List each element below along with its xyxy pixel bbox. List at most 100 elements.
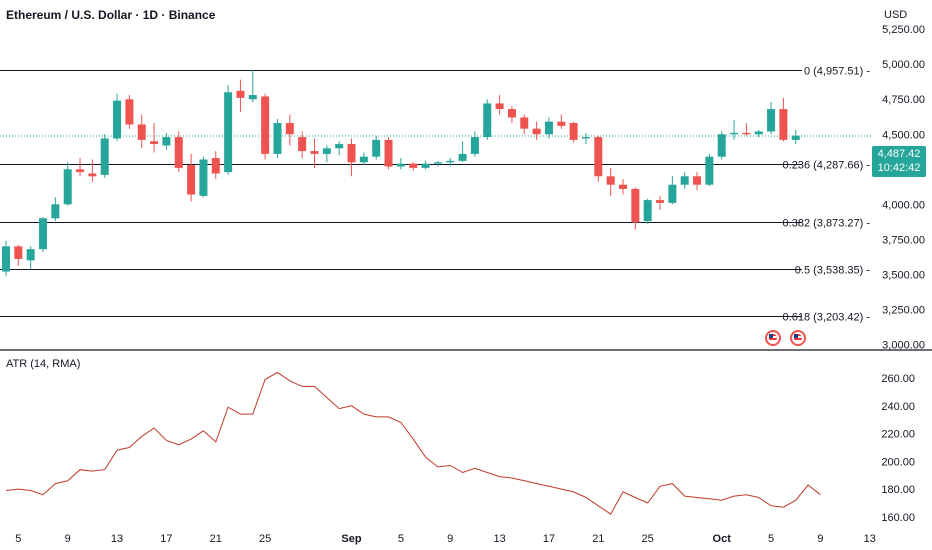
us-flag-icon[interactable] — [765, 330, 781, 346]
candle-down — [594, 137, 603, 177]
candle-up — [458, 153, 467, 161]
us-flag-icon[interactable] — [790, 330, 806, 346]
candle-up — [100, 138, 109, 175]
candle-down — [88, 173, 97, 177]
candle-down — [495, 103, 504, 110]
candle-up — [39, 218, 48, 250]
candle-down — [310, 151, 319, 154]
candle-up — [2, 246, 10, 272]
candle-up — [730, 132, 739, 135]
candle-down — [14, 246, 23, 259]
time-axis-tick: 13 — [864, 533, 876, 545]
time-axis-tick: 13 — [493, 533, 505, 545]
price-axis-tick: 3,000.00 — [882, 339, 925, 351]
candle-up — [335, 144, 344, 149]
price-axis-tick: 3,500.00 — [882, 269, 925, 281]
atr-axis-tick: 260.00 — [881, 373, 915, 385]
candle-down — [631, 188, 640, 223]
atr-axis-tick: 200.00 — [881, 456, 915, 468]
fib-level-label: 0.618 (3,203.42) - — [783, 312, 871, 324]
candle-down — [76, 169, 85, 173]
time-axis-tick: 21 — [210, 533, 222, 545]
atr-axis-tick: 220.00 — [881, 429, 915, 441]
candle-down — [211, 158, 220, 174]
candle-down — [569, 123, 578, 140]
time-axis-tick: 9 — [817, 533, 823, 545]
time-axis-tick: 5 — [768, 533, 774, 545]
time-axis-tick: 21 — [592, 533, 604, 545]
time-axis-tick: 25 — [642, 533, 654, 545]
candle-down — [409, 163, 418, 168]
candle-down — [261, 96, 270, 154]
atr-axis-tick: 160.00 — [881, 512, 915, 524]
time-axis-tick: 9 — [447, 533, 453, 545]
candle-up — [248, 95, 257, 100]
chart-title: Ethereum / U.S. Dollar · 1D · Binance — [6, 8, 216, 22]
candle-up — [705, 156, 714, 185]
candle-up — [199, 159, 208, 196]
price-axis-tick: 4,500.00 — [882, 129, 925, 141]
fib-level-label: 0.236 (4,287.66) - — [783, 160, 871, 172]
candle-down — [298, 137, 307, 152]
candle-down — [187, 165, 196, 195]
candle-up — [791, 135, 800, 140]
candle-down — [606, 176, 615, 185]
fib-level-label: 0 (4,957.51) - — [804, 66, 870, 78]
candle-down — [619, 184, 627, 189]
candle-down — [236, 90, 245, 98]
price-axis-tick: 4,000.00 — [882, 199, 925, 211]
candle-up — [396, 163, 405, 167]
candle-down — [137, 124, 146, 140]
candle-down — [656, 200, 665, 203]
candle-up — [26, 249, 35, 261]
price-axis-tick: 4,750.00 — [882, 94, 925, 106]
time-axis-tick: 13 — [111, 533, 123, 545]
time-axis-tick: Oct — [713, 533, 732, 545]
candle-up — [359, 156, 368, 163]
last-price-value: 4,487.42 — [877, 148, 921, 160]
candle-up — [470, 137, 479, 154]
time-axis-tick: 5 — [15, 533, 21, 545]
atr-axis-tick: 180.00 — [881, 484, 915, 496]
candle-down — [742, 132, 751, 135]
candle-down — [693, 176, 702, 185]
candle-up — [162, 137, 171, 146]
candle-up — [446, 160, 455, 163]
candle-down — [779, 109, 788, 140]
bar-countdown: 10:42:42 — [877, 162, 921, 174]
candle-up — [754, 131, 763, 135]
candle-down — [347, 144, 356, 163]
last-price-tag: 4,487.42 10:42:42 — [872, 146, 926, 177]
fib-level-label: 0.382 (3,873.27) - — [783, 218, 871, 230]
candle-up — [433, 162, 442, 164]
candle-down — [384, 139, 393, 167]
candle-up — [372, 139, 381, 157]
currency-label[interactable]: USD — [884, 9, 908, 21]
candle-up — [51, 204, 60, 219]
candle-down — [507, 109, 516, 118]
time-axis-tick: 17 — [160, 533, 172, 545]
candle-up — [322, 148, 331, 154]
candle-up — [63, 169, 72, 205]
fib-level-label: 0.5 (3,538.35) - — [795, 265, 871, 277]
candle-up — [113, 100, 122, 139]
price-axis-tick: 3,750.00 — [882, 234, 925, 246]
atr-indicator-title[interactable]: ATR (14, RMA) — [6, 358, 81, 370]
price-axis-tick: 5,250.00 — [882, 24, 925, 36]
candle-down — [532, 128, 541, 135]
candle-down — [557, 121, 566, 126]
candle-up — [767, 109, 776, 132]
candle-up — [224, 92, 233, 173]
price-axis-tick: 5,000.00 — [882, 59, 925, 71]
candle-up — [421, 163, 430, 168]
time-axis-tick: 5 — [398, 533, 404, 545]
price-axis-tick: 3,250.00 — [882, 304, 925, 316]
candle-up — [680, 176, 689, 185]
time-axis-tick: Sep — [341, 533, 361, 545]
candle-down — [125, 99, 134, 125]
time-axis-tick: 9 — [65, 533, 71, 545]
candle-up — [581, 137, 590, 139]
candle-down — [150, 141, 159, 145]
